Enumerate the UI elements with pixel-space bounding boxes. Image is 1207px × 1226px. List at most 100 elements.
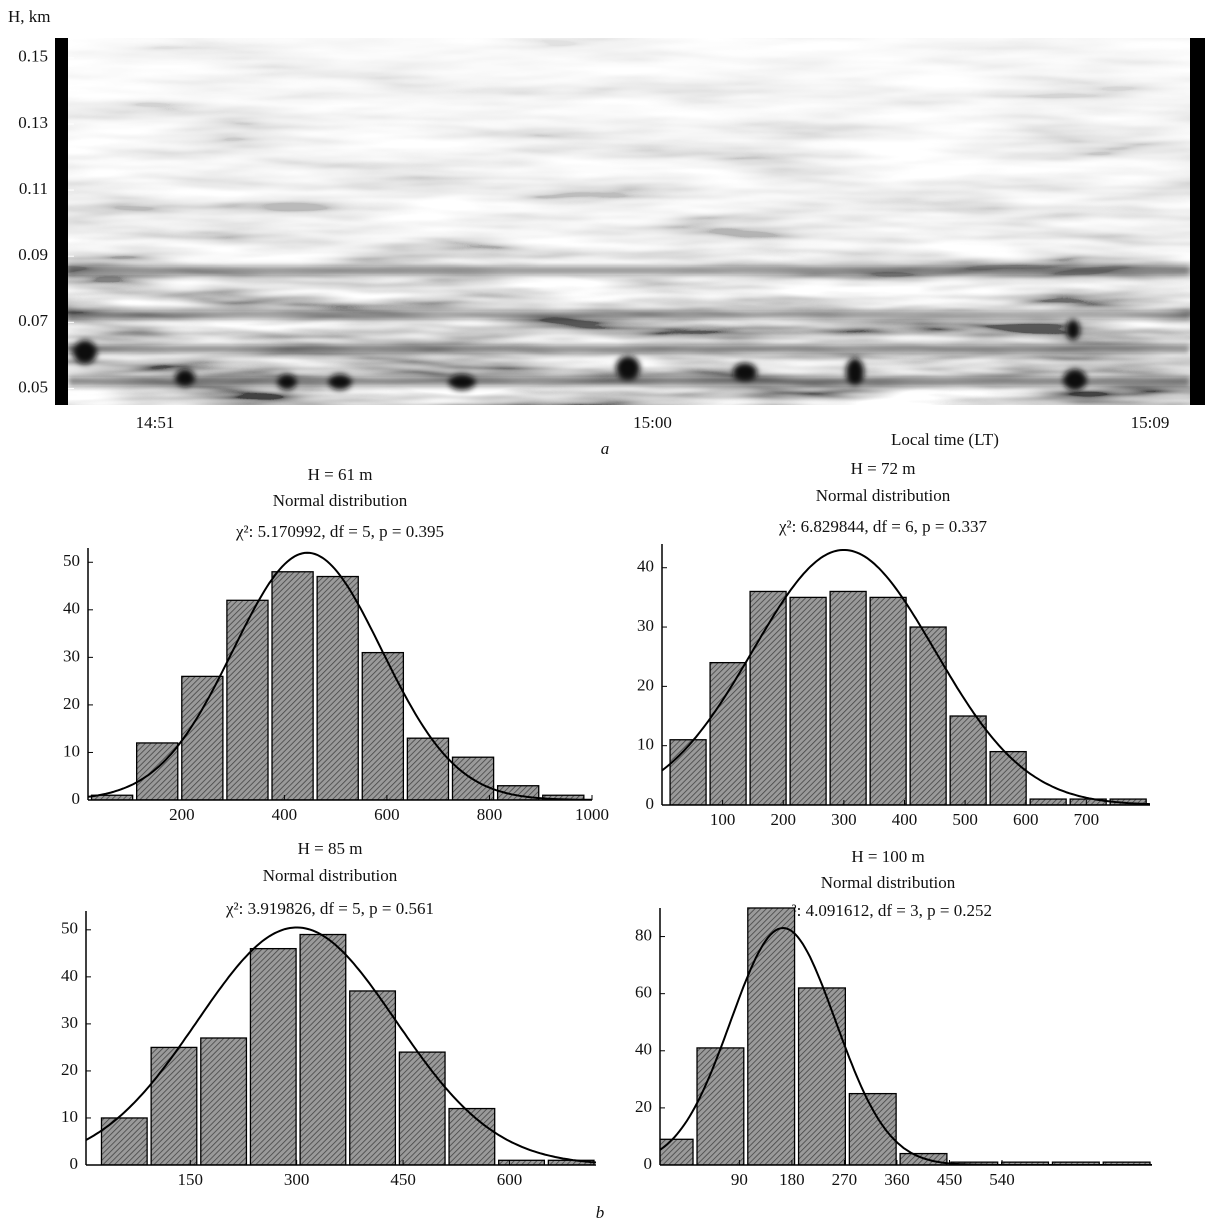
chart-annotation: χ²: 6.829844, df = 6, p = 0.337	[778, 517, 987, 536]
chart-title: H = 61 m	[308, 465, 373, 484]
bar	[848, 1092, 897, 1165]
y-tick-label: 40	[63, 599, 80, 618]
y-tick-label: 20	[635, 1097, 652, 1116]
plot	[88, 551, 592, 800]
x-tick-label: 360	[884, 1170, 910, 1189]
bar	[181, 675, 224, 800]
bar	[1029, 798, 1067, 805]
y-tick-label: 40	[637, 557, 654, 576]
bar	[316, 575, 359, 800]
y-tick-label: 0.07	[18, 311, 48, 330]
plot	[662, 549, 1150, 805]
chart-title: H = 72 m	[851, 459, 916, 478]
x-tick-label: 14:51	[136, 413, 175, 432]
bar	[349, 990, 397, 1165]
bar	[709, 661, 747, 805]
bar	[696, 1047, 745, 1165]
chart-title: H = 85 m	[298, 839, 363, 858]
plot	[86, 926, 596, 1165]
bar	[829, 590, 867, 805]
normal-curve	[86, 926, 596, 1164]
x-tick-label: 540	[989, 1170, 1015, 1189]
bar	[660, 1138, 694, 1165]
bar	[747, 907, 796, 1165]
x-tick-label: 400	[892, 810, 918, 829]
normal-curve	[660, 926, 1152, 1165]
x-tick-label: 600	[374, 805, 400, 824]
chart-subtitle: Normal distribution	[263, 866, 398, 885]
y-tick-label: 30	[637, 616, 654, 635]
x-tick-label: 100	[710, 810, 736, 829]
x-tick-label: 450	[937, 1170, 963, 1189]
x-tick-label: 15:00	[633, 413, 672, 432]
bar	[789, 596, 827, 805]
bar	[249, 947, 297, 1165]
echogram-image	[55, 38, 1205, 405]
plot	[660, 907, 1152, 1165]
bar	[361, 651, 405, 800]
y-tick-label: 20	[63, 694, 80, 713]
y-tick-label: 50	[63, 551, 80, 570]
x-tick-label: 200	[770, 810, 796, 829]
x-tick-label: 450	[390, 1170, 416, 1189]
x-tick-label: 200	[169, 805, 195, 824]
x-axis-label: Local time (LT)	[891, 430, 999, 449]
chart-annotation: χ²: 3.919826, df = 5, p = 0.561	[225, 899, 434, 918]
y-tick-label: 20	[61, 1060, 78, 1079]
x-tick-label: 600	[1013, 810, 1039, 829]
x-tick-label: 90	[731, 1170, 748, 1189]
chart-annotation: χ²: 5.170992, df = 5, p = 0.395	[235, 522, 444, 541]
x-tick-label: 15:09	[1131, 413, 1170, 432]
bar	[299, 933, 347, 1165]
x-tick-label: 500	[952, 810, 978, 829]
bar	[398, 1051, 446, 1165]
x-tick-label: 800	[477, 805, 503, 824]
bar	[226, 599, 269, 800]
y-tick-label: 80	[635, 925, 652, 944]
bar	[909, 626, 947, 805]
chart-subtitle: Normal distribution	[816, 486, 951, 505]
chart-title: H = 100 m	[851, 847, 924, 866]
y-tick-label: 30	[63, 646, 80, 665]
y-tick-label: 0.05	[18, 377, 48, 396]
y-tick-label: 0.09	[18, 245, 48, 264]
chart-subtitle: Normal distribution	[273, 491, 408, 510]
y-tick-label: 0.15	[18, 47, 48, 66]
y-tick-label: 0	[72, 789, 81, 808]
chart-annotation: χ²: 4.091612, df = 3, p = 0.252	[783, 901, 992, 920]
bar	[669, 739, 707, 805]
x-tick-label: 270	[832, 1170, 858, 1189]
y-tick-label: 0.13	[18, 113, 48, 132]
x-tick-label: 700	[1074, 810, 1100, 829]
bar	[271, 571, 314, 800]
bar	[100, 1117, 148, 1165]
normal-curve	[662, 549, 1150, 805]
bar	[90, 794, 134, 800]
y-tick-label: 20	[637, 675, 654, 694]
y-tick-label: 40	[61, 966, 78, 985]
y-tick-label: 50	[61, 919, 78, 938]
y-tick-label: 60	[635, 983, 652, 1002]
bar	[869, 596, 907, 805]
y-tick-label: 10	[637, 735, 654, 754]
bar	[797, 987, 846, 1165]
panel-label: b	[596, 1203, 605, 1222]
x-tick-label: 150	[178, 1170, 204, 1189]
bar	[150, 1046, 198, 1165]
y-tick-label: 0.11	[19, 179, 48, 198]
x-tick-label: 300	[831, 810, 857, 829]
x-tick-label: 1000	[575, 805, 609, 824]
bar	[949, 715, 987, 805]
x-tick-label: 300	[284, 1170, 310, 1189]
bar	[406, 737, 450, 800]
y-tick-label: 10	[61, 1107, 78, 1126]
x-tick-label: 600	[497, 1170, 523, 1189]
y-tick-label: 0	[644, 1154, 653, 1173]
chart-subtitle: Normal distribution	[821, 873, 956, 892]
panel-label: a	[601, 439, 610, 458]
y-tick-label: 30	[61, 1013, 78, 1032]
y-tick-label: 0	[70, 1154, 79, 1173]
